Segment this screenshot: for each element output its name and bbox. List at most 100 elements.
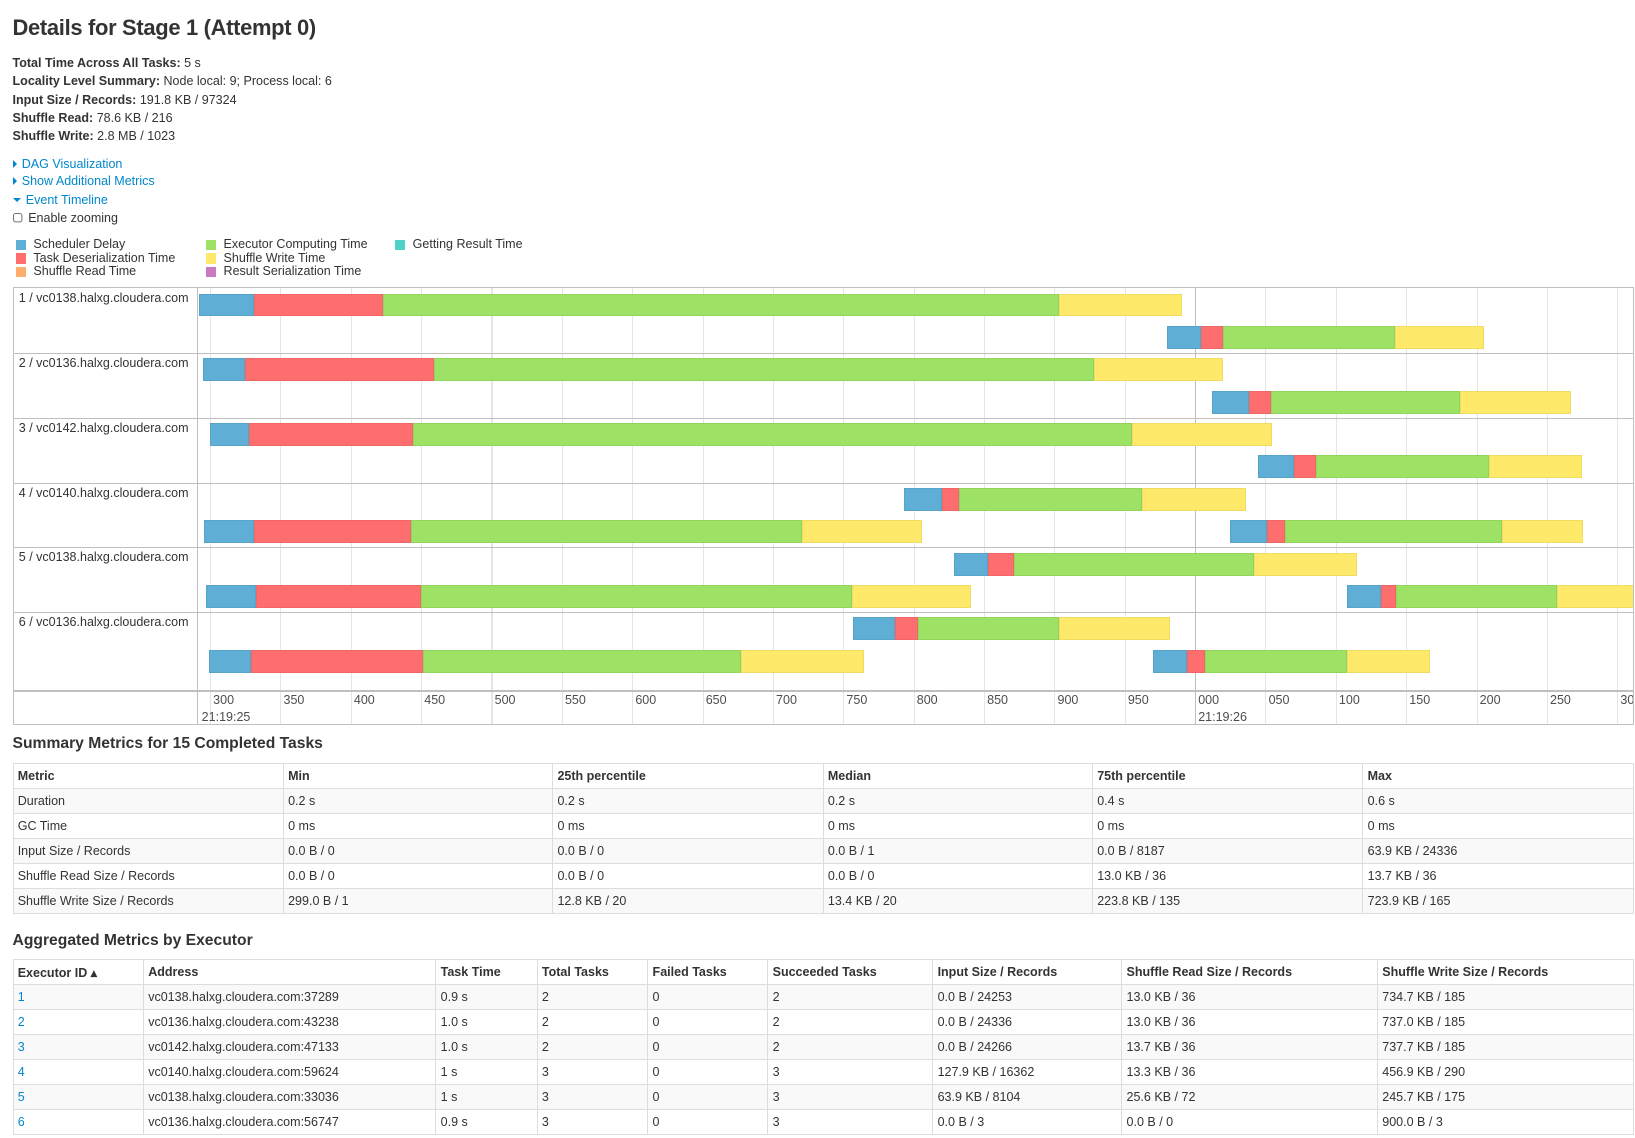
table-cell: Shuffle Read Size / Records [12, 862, 284, 889]
column-header[interactable]: Executor ID ▴ [12, 959, 145, 986]
table-row: 5 vc0138.halxg.cloudera.com:33036 1 s 3 0 3 63… [12, 1084, 1634, 1111]
column-header[interactable]: Metric [12, 762, 284, 789]
executor-computing-segment[interactable] [958, 487, 1142, 511]
column-header[interactable]: Total Tasks [536, 959, 649, 986]
task-deserialization-segment[interactable] [895, 617, 918, 641]
column-header[interactable]: Task Time [435, 959, 538, 986]
scheduler-delay-segment[interactable] [198, 293, 254, 317]
dag-visualization-link[interactable]: DAG Visualization [12, 157, 122, 171]
column-header[interactable]: Shuffle Write Size / Records [1377, 959, 1634, 986]
legend-label: Shuffle Write Time [223, 250, 326, 265]
task-deserialization-segment[interactable] [256, 584, 422, 608]
shuffle-write-segment[interactable] [1489, 455, 1583, 479]
executor-computing-segment[interactable] [1316, 455, 1490, 479]
executor-computing-segment[interactable] [412, 423, 1132, 447]
task-deserialization-segment[interactable] [253, 520, 412, 544]
scheduler-delay-segment[interactable] [903, 487, 942, 511]
table-cell: 0 ms [282, 812, 554, 839]
event-timeline-link[interactable]: Event Timeline [12, 193, 108, 207]
shuffle-write-segment[interactable] [1501, 520, 1584, 544]
column-header[interactable]: Input Size / Records [932, 959, 1123, 986]
table-cell: 2 [12, 1009, 145, 1036]
scheduler-delay-segment[interactable] [1347, 584, 1381, 608]
axis-date-label: 21:19:25 [201, 710, 251, 725]
table-cell: 223.8 KB / 135 [1092, 887, 1364, 914]
scheduler-delay-segment[interactable] [1166, 325, 1201, 349]
shuffle-write-segment[interactable] [1131, 423, 1273, 447]
show-additional-metrics-link[interactable]: Show Additional Metrics [12, 174, 155, 188]
executor-computing-segment[interactable] [1396, 584, 1557, 608]
legend-label: Task Deserialization Time [33, 250, 176, 265]
task-deserialization-segment[interactable] [1186, 649, 1205, 673]
column-header[interactable]: 25th percentile [552, 762, 824, 789]
table-cell: 13.7 KB / 36 [1362, 862, 1634, 889]
table-cell: 0.6 s [1362, 787, 1634, 814]
column-header[interactable]: 75th percentile [1092, 762, 1364, 789]
scheduler-delay-segment[interactable] [954, 552, 989, 576]
executor-computing-segment[interactable] [422, 649, 741, 673]
shuffle-write-segment[interactable] [1058, 293, 1183, 317]
shuffle-write-segment[interactable] [740, 649, 865, 673]
table-cell: 0.0 B / 0 [1121, 1109, 1379, 1136]
scheduler-delay-segment[interactable] [204, 520, 254, 544]
task-deserialization-segment[interactable] [941, 487, 959, 511]
executor-computing-segment[interactable] [411, 520, 803, 544]
shuffle-write-segment[interactable] [1556, 584, 1633, 608]
executor-computing-segment[interactable] [433, 358, 1094, 382]
scheduler-delay-segment[interactable] [1152, 649, 1187, 673]
scheduler-delay-segment[interactable] [205, 584, 257, 608]
shuffle-write-segment[interactable] [1347, 649, 1431, 673]
executor-computing-segment[interactable] [421, 584, 852, 608]
executor-computing-segment[interactable] [383, 293, 1059, 317]
executor-computing-segment[interactable] [917, 617, 1059, 641]
column-header[interactable]: Succeeded Tasks [767, 959, 934, 986]
scheduler-delay-segment[interactable] [853, 617, 896, 641]
executor-computing-segment[interactable] [1204, 649, 1348, 673]
executor-computing-segment[interactable] [1285, 520, 1502, 544]
summary-line: Shuffle Read: 78.6 KB / 216 [13, 110, 173, 128]
task-deserialization-segment[interactable] [1293, 455, 1317, 479]
scheduler-delay-segment[interactable] [208, 649, 251, 673]
table-cell: 0 [647, 1009, 769, 1036]
axis-tick-label: 600 [635, 692, 657, 707]
task-deserialization-segment[interactable] [245, 358, 434, 382]
column-header[interactable]: Address [143, 959, 437, 986]
table-cell: 25.6 KB / 72 [1121, 1084, 1379, 1111]
shuffle-write-segment[interactable] [1058, 617, 1170, 641]
summary-line: Shuffle Write: 2.8 MB / 1023 [13, 128, 176, 146]
column-header[interactable]: Max [1362, 762, 1634, 789]
scheduler-delay-segment[interactable] [202, 358, 246, 382]
task-deserialization-segment[interactable] [253, 293, 384, 317]
enable-zooming-toggle[interactable]: Enable zooming [12, 211, 118, 225]
table-cell: vc0138.halxg.cloudera.com:37289 [143, 984, 437, 1011]
shuffle-write-segment[interactable] [1093, 358, 1224, 382]
scheduler-delay-segment[interactable] [1211, 390, 1249, 414]
task-deserialization-segment[interactable] [249, 423, 413, 447]
scheduler-delay-segment[interactable] [210, 423, 250, 447]
column-header[interactable]: Shuffle Read Size / Records [1121, 959, 1379, 986]
executor-computing-segment[interactable] [1223, 325, 1395, 349]
event-timeline: 300 350 400 450 500 550 600 650 700 750 800 850 900 9… [12, 287, 1634, 725]
column-header[interactable]: Median [822, 762, 1094, 789]
task-deserialization-segment[interactable] [1200, 325, 1224, 349]
enable-zooming-checkbox[interactable] [12, 212, 23, 224]
column-header[interactable]: Failed Tasks [647, 959, 769, 986]
executor-computing-segment[interactable] [1013, 552, 1255, 576]
task-deserialization-segment[interactable] [250, 649, 423, 673]
task-deserialization-segment[interactable] [1248, 390, 1272, 414]
task-deserialization-segment[interactable] [1380, 584, 1397, 608]
task-deserialization-segment[interactable] [988, 552, 1014, 576]
shuffle-write-segment[interactable] [802, 520, 923, 544]
column-header[interactable]: Min [282, 762, 554, 789]
shuffle-write-segment[interactable] [1254, 552, 1357, 576]
scheduler-delay-segment[interactable] [1230, 520, 1267, 544]
axis-tick-label: 150 [1409, 692, 1431, 707]
task-deserialization-segment[interactable] [1266, 520, 1286, 544]
shuffle-write-segment[interactable] [1394, 325, 1484, 349]
executor-computing-segment[interactable] [1271, 390, 1460, 414]
shuffle-write-segment[interactable] [851, 584, 972, 608]
shuffle-write-segment[interactable] [1141, 487, 1246, 511]
shuffle-write-segment[interactable] [1459, 390, 1571, 414]
scheduler-delay-segment[interactable] [1258, 455, 1294, 479]
